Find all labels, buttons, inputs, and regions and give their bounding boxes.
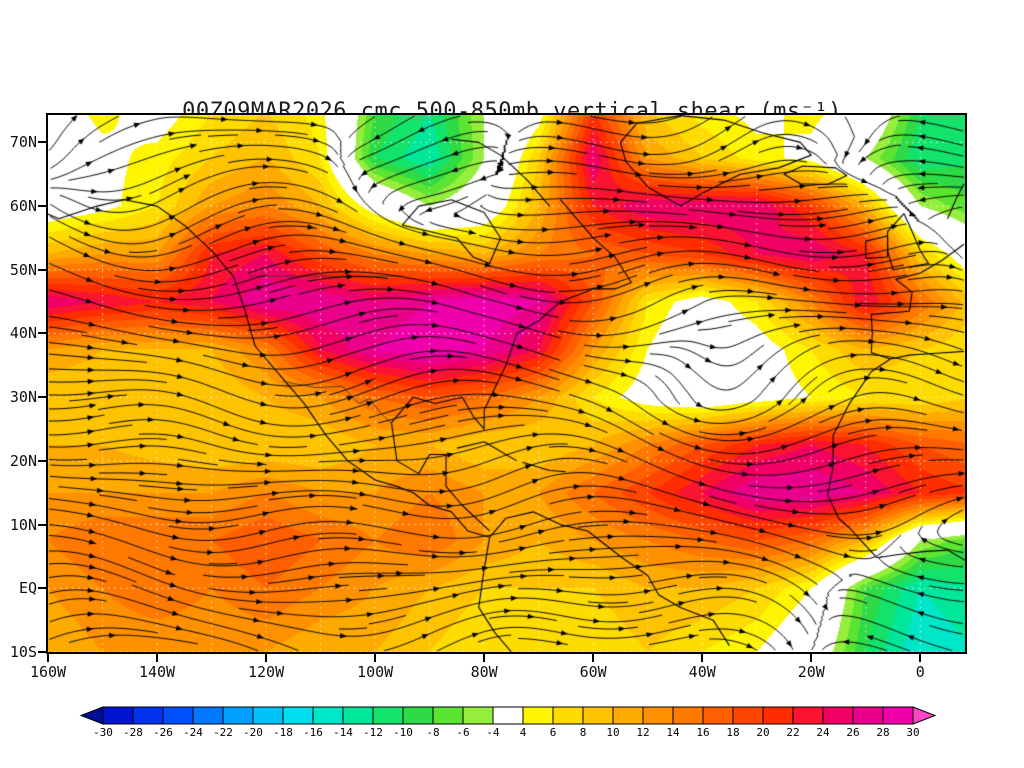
latitude-tick-label: 60N: [9, 197, 37, 216]
latitude-tick-mark: [38, 523, 47, 526]
colorbar-band: [642, 706, 674, 725]
colorbar-band: [552, 706, 584, 725]
colorbar-tick-label: -24: [183, 726, 203, 739]
colorbar-under-arrow: [79, 706, 104, 725]
colorbar-band: [342, 706, 374, 725]
longitude-tick-mark: [810, 654, 813, 662]
longitude-tick-mark: [592, 654, 595, 662]
longitude-tick-label: 40W: [688, 663, 716, 681]
longitude-tick-label: 0: [915, 663, 925, 681]
colorbar-tick-label: -4: [486, 726, 500, 739]
longitude-tick-mark: [156, 654, 159, 662]
colorbar-band: [372, 706, 404, 725]
colorbar-band: [672, 706, 704, 725]
colorbar-tick-label: -30: [93, 726, 113, 739]
colorbar-tick-label: -28: [123, 726, 143, 739]
colorbar-tick-label: -20: [243, 726, 263, 739]
latitude-tick-mark: [38, 651, 47, 653]
latitude-tick-mark: [38, 587, 47, 590]
colorbar-band: [852, 706, 884, 725]
colorbar-band: [702, 706, 734, 725]
longitude-tick-label: 60W: [579, 663, 607, 681]
colorbar-band: [612, 706, 644, 725]
colorbar-tick-label: -8: [426, 726, 440, 739]
colorbar-band: [432, 706, 464, 725]
latitude-tick-label: 40N: [9, 324, 37, 343]
colorbar-band: [252, 706, 284, 725]
latitude-tick-label: EQ: [18, 579, 37, 598]
longitude-tick-mark: [701, 654, 704, 662]
colorbar-tick-label: 24: [816, 726, 830, 739]
colorbar-band: [492, 706, 524, 725]
colorbar-tick-label: 26: [846, 726, 860, 739]
latitude-tick-mark: [38, 268, 47, 271]
colorbar-tick-label: -10: [393, 726, 413, 739]
colorbar-band: [312, 706, 344, 725]
longitude-tick-label: 100W: [357, 663, 394, 681]
colorbar-over-arrow: [912, 706, 937, 725]
longitude-tick-label: 160W: [29, 663, 67, 681]
colorbar-tick-label: -12: [363, 726, 383, 739]
colorbar-band: [282, 706, 314, 725]
map-plot-area: [46, 113, 967, 654]
colorbar-tick-label: -16: [303, 726, 323, 739]
colorbar-band: [102, 706, 134, 725]
colorbar-tick-label: 12: [636, 726, 650, 739]
colorbar-tick-label: 8: [579, 726, 587, 739]
colorbar-tick-label: 6: [549, 726, 557, 739]
longitude-tick-mark: [265, 654, 268, 662]
longitude-tick-mark: [483, 654, 486, 662]
longitude-tick-mark: [919, 654, 922, 662]
colorbar-band: [732, 706, 764, 725]
latitude-tick-mark: [38, 205, 47, 208]
longitude-tick-label: 120W: [248, 663, 285, 681]
colorbar-band: [462, 706, 494, 725]
colorbar-tick-label: 18: [726, 726, 740, 739]
colorbar-band: [822, 706, 854, 725]
colorbar-band: [402, 706, 434, 725]
longitude-tick-mark: [374, 654, 377, 662]
colorbar-tick-label: 28: [876, 726, 890, 739]
longitude-tick-label: 140W: [138, 663, 176, 681]
latitude-tick-label: 70N: [9, 133, 37, 152]
colorbar-band: [222, 706, 254, 725]
latitude-tick-label: 30N: [9, 388, 37, 407]
colorbar-band: [192, 706, 224, 725]
latitude-tick-label: 20N: [9, 451, 37, 470]
latitude-tick-mark: [38, 332, 47, 335]
colorbar-tick-label: 30: [906, 726, 920, 739]
colorbar: [79, 706, 937, 725]
colorbar-tick-label: -6: [456, 726, 470, 739]
latitude-tick-mark: [38, 396, 47, 399]
latitude-tick-label: 10N: [9, 515, 37, 534]
colorbar-tick-label: 16: [696, 726, 710, 739]
longitude-tick-label: 80W: [470, 663, 498, 681]
colorbar-band: [522, 706, 554, 725]
colorbar-tick-label: -18: [273, 726, 293, 739]
colorbar-band: [582, 706, 614, 725]
colorbar-tick-label: -26: [153, 726, 173, 739]
colorbar-tick-label: 20: [756, 726, 770, 739]
colorbar-tick-label: -22: [213, 726, 233, 739]
shear-map-canvas: [48, 115, 965, 652]
colorbar-tick-label: 22: [786, 726, 800, 739]
longitude-tick-label: 20W: [797, 663, 825, 681]
latitude-tick-mark: [38, 459, 47, 462]
latitude-tick-label: 10S: [9, 643, 37, 661]
colorbar-tick-label: 10: [606, 726, 620, 739]
colorbar-tick-label: 4: [519, 726, 527, 739]
colorbar-band: [762, 706, 794, 725]
colorbar-band: [132, 706, 164, 725]
longitude-tick-mark: [47, 654, 49, 662]
colorbar-tick-label: 14: [666, 726, 680, 739]
colorbar-band: [792, 706, 824, 725]
latitude-tick-label: 50N: [9, 260, 37, 279]
colorbar-band: [162, 706, 194, 725]
colorbar-band: [882, 706, 914, 725]
latitude-tick-mark: [38, 141, 47, 144]
colorbar-tick-label: -14: [333, 726, 353, 739]
